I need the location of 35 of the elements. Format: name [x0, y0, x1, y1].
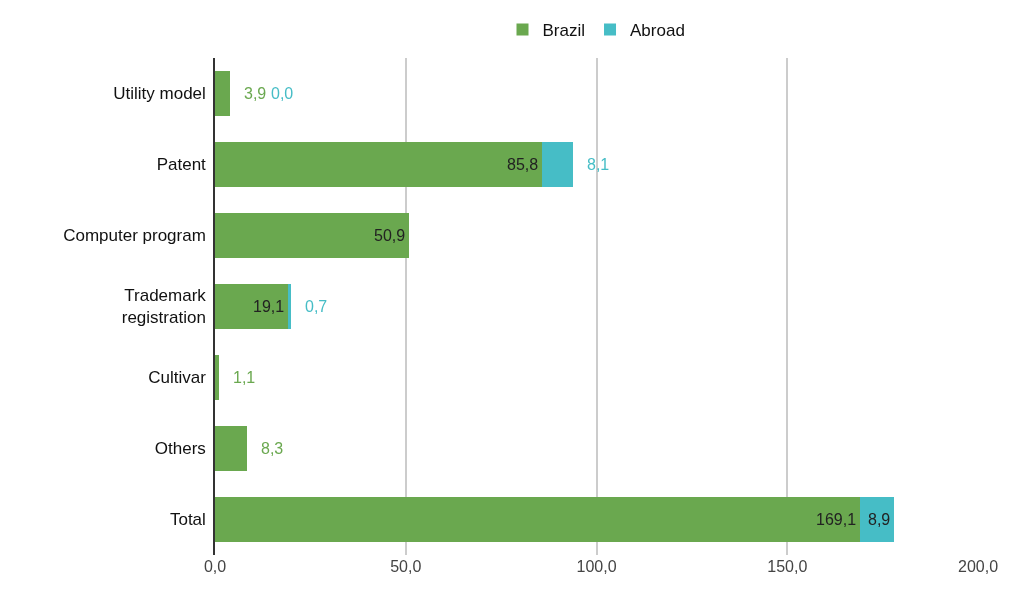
x-tick-label: 0,0 — [203, 558, 227, 575]
x-tick-label: 50,0 — [390, 558, 422, 575]
bar — [215, 71, 230, 116]
data-label: 8,3 — [261, 440, 284, 457]
bar — [860, 497, 895, 542]
bar — [542, 142, 574, 187]
bar — [215, 355, 220, 400]
legend-label: Brazil — [542, 21, 586, 41]
data-label: 169,1 — [816, 511, 857, 528]
data-label: 19,1 — [253, 298, 285, 315]
data-label: 0,7 — [305, 298, 328, 315]
y-tick-label: Utility model — [113, 84, 206, 104]
data-label: 3,9 — [244, 85, 267, 102]
x-tick-label: 150,0 — [767, 558, 808, 575]
data-label: 50,9 — [374, 227, 406, 244]
y-tick-label: Computer program — [63, 226, 206, 246]
x-tick-label: 200,0 — [957, 558, 999, 575]
y-tick-label: Trademark registration — [121, 286, 207, 328]
bar — [215, 142, 543, 187]
y-tick-label: Others — [154, 439, 206, 459]
bar — [215, 426, 247, 471]
y-tick-label: Cultivar — [148, 368, 207, 388]
bar — [215, 497, 861, 542]
bar — [215, 284, 288, 329]
bar — [215, 213, 410, 258]
data-label: 85,8 — [507, 156, 539, 173]
data-label: 8,1 — [587, 156, 610, 173]
x-tick-label: 100,0 — [576, 558, 617, 575]
y-tick-label: Total — [169, 510, 206, 530]
data-label: 8,9 — [868, 511, 891, 528]
legend-label: Abroad — [630, 21, 685, 41]
data-label: 1,1 — [233, 369, 256, 386]
y-tick-label: Patent — [156, 155, 207, 175]
bar — [287, 284, 291, 329]
data-label: 0,0 — [271, 85, 294, 102]
